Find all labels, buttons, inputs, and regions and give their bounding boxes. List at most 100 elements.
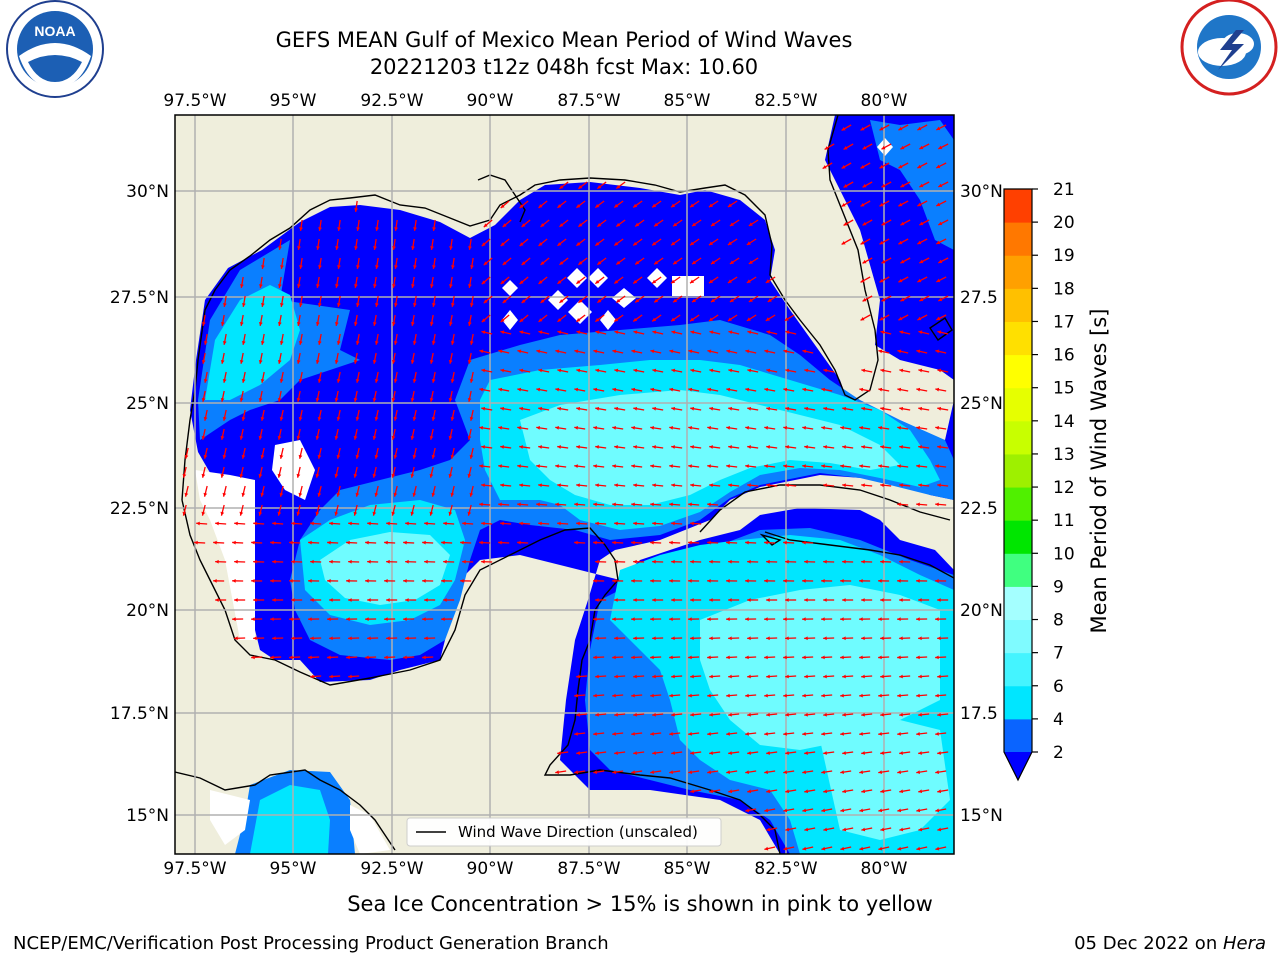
wave-direction-arrow — [899, 674, 911, 679]
colorbar-tick-label: 13 — [1053, 445, 1075, 465]
wave-direction-arrow — [595, 712, 607, 717]
wave-direction-arrow — [536, 349, 548, 354]
wave-direction-arrow — [403, 578, 415, 583]
wave-direction-arrow — [652, 406, 664, 411]
wave-direction-arrow — [334, 428, 339, 440]
wave-direction-arrow — [297, 276, 301, 288]
wave-direction-arrow — [335, 276, 339, 288]
wave-direction-arrow — [804, 789, 816, 794]
wave-direction-arrow — [222, 333, 227, 345]
wave-direction-arrow — [374, 333, 379, 345]
wave-direction-arrow — [234, 598, 246, 602]
wave-direction-arrow — [918, 368, 930, 373]
wave-direction-arrow — [766, 368, 778, 373]
wave-direction-arrow — [745, 540, 757, 545]
colorbar-tick-label: 6 — [1053, 677, 1064, 697]
graticule — [175, 115, 954, 854]
wave-direction-arrow — [747, 751, 759, 755]
wave-direction-arrow — [555, 425, 567, 430]
wave-direction-arrow — [631, 693, 643, 698]
wave-direction-arrow — [557, 276, 567, 285]
wave-direction-arrow — [441, 617, 453, 622]
wave-direction-arrow — [613, 200, 624, 209]
wave-direction-arrow — [394, 257, 398, 269]
wave-direction-arrow — [726, 770, 738, 775]
wave-direction-arrow — [824, 143, 835, 151]
wave-direction-arrow — [745, 617, 757, 622]
wave-direction-arrow — [899, 483, 911, 488]
wave-direction-arrow — [194, 540, 206, 545]
wave-direction-arrow — [634, 257, 645, 265]
wave-direction-arrow — [745, 693, 757, 698]
wave-direction-arrow — [612, 731, 624, 736]
wave-direction-arrow — [222, 409, 227, 421]
wave-direction-arrow — [612, 578, 624, 583]
wave-direction-arrow — [802, 808, 814, 813]
wave-direction-arrow — [413, 257, 417, 269]
wave-direction-arrow — [578, 181, 588, 190]
wave-direction-arrow — [201, 504, 206, 516]
wave-direction-arrow — [576, 751, 588, 755]
wave-direction-arrow — [745, 578, 757, 583]
wave-direction-arrow — [500, 330, 512, 335]
wave-direction-arrow — [783, 349, 795, 354]
wave-direction-arrow — [517, 387, 529, 392]
wave-direction-arrow — [612, 425, 624, 430]
lat-tick-label: 22.5 — [960, 499, 998, 519]
wave-direction-arrow — [215, 521, 227, 526]
wave-direction-arrow — [899, 559, 911, 564]
wave-direction-arrow — [938, 295, 949, 302]
wave-direction-arrow — [880, 789, 892, 794]
wave-direction-arrow — [557, 751, 569, 755]
wave-direction-arrow — [279, 371, 284, 383]
wave-direction-arrow — [918, 674, 930, 679]
wave-direction-arrow — [479, 425, 491, 430]
wave-direction-arrow — [353, 390, 358, 402]
wave-direction-arrow — [372, 428, 377, 440]
wave-direction-arrow — [916, 846, 928, 851]
wave-direction-arrow — [821, 655, 833, 660]
wave-direction-arrow — [448, 504, 453, 516]
wave-direction-arrow — [785, 330, 797, 335]
wave-direction-arrow — [918, 483, 930, 488]
wave-direction-arrow — [689, 200, 700, 208]
wave-direction-arrow — [653, 219, 664, 227]
wave-direction-arrow — [277, 314, 282, 326]
wave-direction-arrow — [821, 617, 833, 622]
wave-direction-arrow — [291, 598, 303, 602]
wave-direction-arrow — [823, 827, 835, 832]
wave-direction-arrow — [540, 295, 550, 304]
wave-direction-arrow — [393, 333, 398, 345]
wave-direction-arrow — [859, 617, 871, 622]
wave-direction-arrow — [483, 219, 493, 228]
wave-direction-arrow — [429, 314, 434, 326]
wave-direction-arrow — [878, 464, 890, 469]
wave-direction-arrow — [918, 598, 930, 602]
wave-direction-arrow — [652, 712, 664, 717]
lon-tick-label: 82.5°W — [754, 91, 817, 111]
wave-direction-arrow — [633, 406, 645, 411]
wave-direction-arrow — [289, 540, 301, 545]
wave-direction-arrow — [708, 276, 719, 284]
wave-direction-arrow — [785, 445, 797, 449]
wave-direction-arrow — [353, 314, 358, 326]
wave-direction-arrow — [881, 295, 892, 302]
wave-direction-arrow — [802, 731, 814, 736]
wave-direction-arrow — [671, 674, 683, 679]
wave-direction-arrow — [519, 276, 529, 285]
wave-direction-arrow — [900, 219, 911, 226]
wave-direction-arrow — [481, 445, 493, 449]
noaa-logo: NOAA — [6, 0, 104, 98]
wave-direction-arrow — [880, 559, 892, 564]
wave-direction-arrow — [804, 559, 816, 564]
wave-direction-arrow — [308, 540, 320, 545]
wave-direction-arrow — [355, 409, 360, 421]
wave-direction-arrow — [279, 447, 284, 459]
wave-direction-arrow — [670, 238, 681, 246]
lon-tick-label: 90°W — [467, 859, 514, 879]
wave-direction-arrow — [441, 578, 453, 583]
wave-direction-arrow — [559, 295, 569, 304]
wave-direction-arrow — [690, 751, 702, 755]
wave-direction-arrow — [479, 349, 491, 354]
